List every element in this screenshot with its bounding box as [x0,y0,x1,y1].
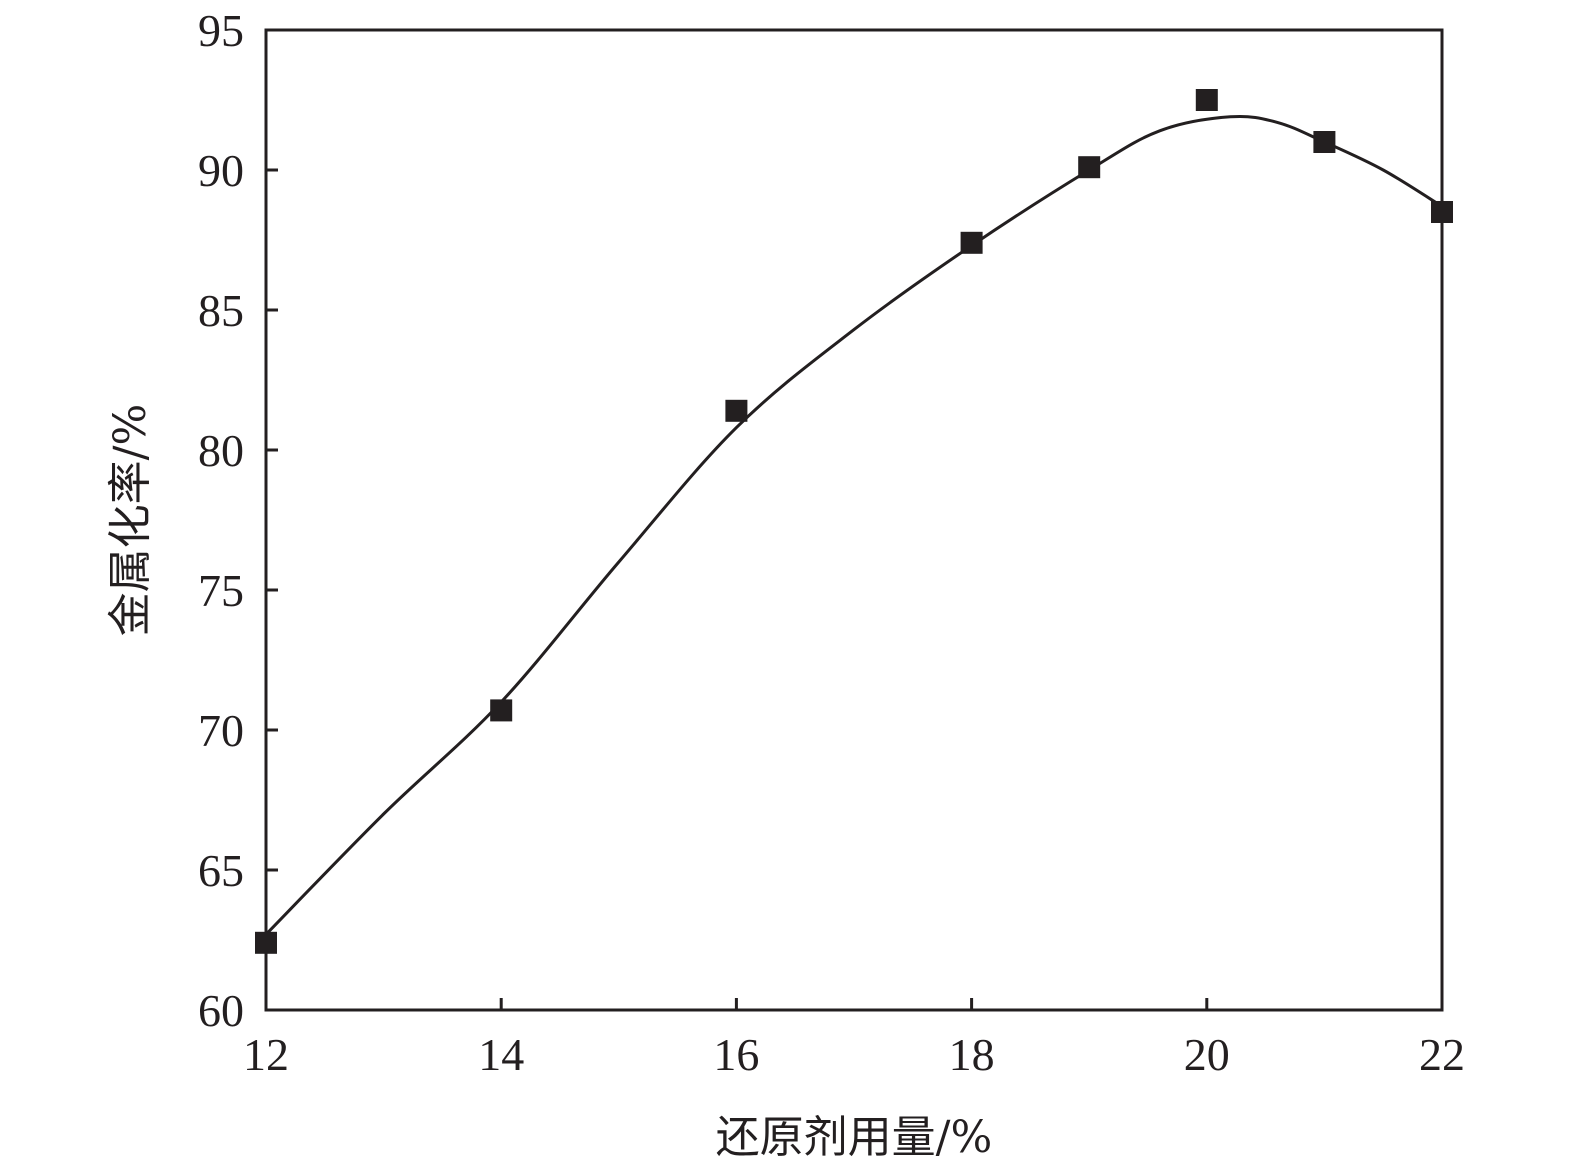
y-tick-label: 60 [198,985,244,1036]
y-tick-label: 95 [198,5,244,56]
data-point [960,231,983,254]
y-axis-title: 金属化率/% [105,404,156,637]
fit-curve [264,114,1443,936]
data-point [1078,156,1101,179]
x-axis-title: 还原剂用量/% [716,1112,993,1163]
y-tick-label: 65 [198,845,244,896]
data-point [725,399,748,422]
data-point [1313,131,1336,153]
x-tick-label: 22 [1419,1029,1465,1080]
data-point [490,699,513,722]
x-tick-label: 12 [243,1029,289,1080]
x-tick-label: 16 [713,1029,759,1080]
data-point [255,931,277,954]
y-tick-label: 70 [198,705,244,756]
data-point [1195,89,1218,111]
plot-frame [264,28,1444,1012]
y-tick-label: 85 [198,285,244,336]
y-tick-label: 80 [198,425,244,476]
data-point [1431,201,1453,223]
x-tick-label: 20 [1184,1029,1230,1080]
x-tick-label: 18 [949,1029,995,1080]
y-tick-label: 90 [198,145,244,196]
y-tick-label: 75 [198,565,244,616]
x-tick-label: 14 [478,1029,524,1080]
